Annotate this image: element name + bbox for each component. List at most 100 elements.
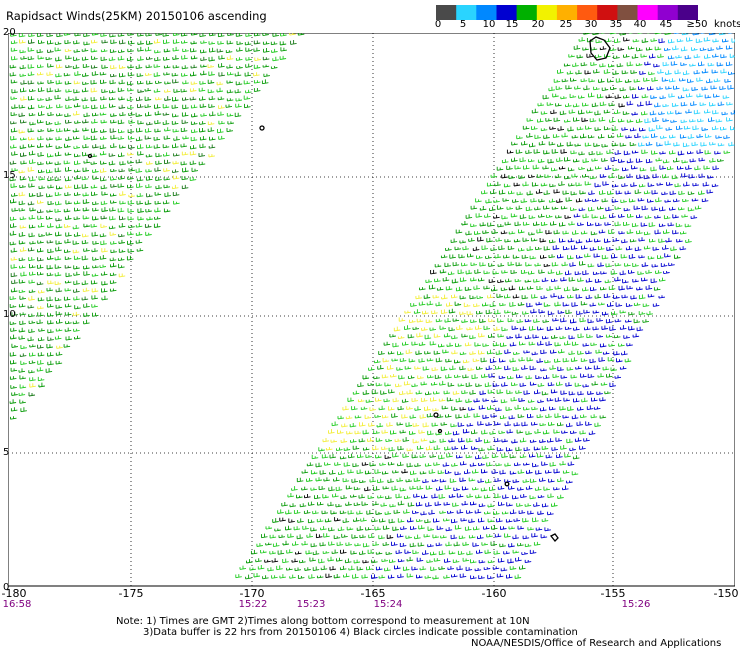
wind-barb — [462, 557, 470, 562]
wind-barb — [622, 279, 629, 284]
wind-barb — [549, 462, 557, 467]
wind-barb — [487, 503, 495, 508]
wind-barb — [27, 336, 35, 342]
wind-barb — [519, 382, 527, 387]
wind-barb — [64, 249, 71, 254]
wind-barb — [323, 477, 330, 482]
wind-barb — [636, 286, 643, 291]
wind-barb — [644, 61, 651, 66]
wind-barb — [531, 422, 538, 426]
wind-barb — [479, 390, 487, 395]
wind-barb — [593, 406, 601, 410]
wind-barb — [689, 119, 696, 123]
wind-barb — [495, 350, 503, 355]
wind-barb — [82, 64, 90, 69]
wind-barb — [496, 205, 504, 210]
wind-barb — [28, 313, 35, 318]
wind-barb — [207, 127, 215, 133]
wind-barb — [163, 39, 170, 45]
wind-barb — [18, 257, 26, 262]
wind-barb — [556, 270, 563, 276]
wind-barb — [387, 574, 395, 579]
wind-barb — [438, 454, 445, 460]
wind-barb — [172, 113, 179, 118]
wind-barb — [38, 233, 45, 238]
wind-barb — [507, 558, 514, 564]
wind-barb — [632, 263, 639, 268]
wind-barb — [19, 225, 27, 229]
wind-barb — [154, 192, 162, 196]
wind-barb — [458, 437, 465, 443]
wind-barb — [485, 365, 493, 371]
wind-barb — [548, 478, 555, 483]
wind-barb — [37, 209, 44, 214]
wind-barb — [464, 286, 472, 291]
wind-barb — [332, 493, 339, 498]
wind-barb — [654, 46, 662, 51]
wind-barb — [586, 110, 593, 114]
wind-barb — [731, 38, 735, 43]
wind-barb — [11, 168, 19, 172]
wind-barb — [700, 142, 707, 147]
wind-barb — [499, 543, 506, 548]
wind-barb — [529, 381, 537, 386]
wind-barb — [345, 485, 353, 490]
wind-barb — [433, 462, 440, 466]
wind-barb — [605, 206, 612, 212]
wind-barb — [110, 200, 117, 204]
wind-barb — [719, 33, 726, 36]
wind-barb — [467, 367, 475, 372]
wind-barb — [299, 503, 307, 508]
wind-barb — [717, 101, 725, 107]
wind-barb — [20, 360, 27, 366]
wind-barb — [622, 111, 630, 116]
wind-barb — [642, 135, 650, 139]
wind-barb — [28, 39, 35, 44]
wind-barb — [381, 429, 389, 434]
wind-barb — [491, 286, 498, 292]
wind-barb — [29, 377, 36, 382]
wind-barb — [164, 89, 171, 93]
wind-barb — [110, 169, 117, 173]
wind-barb — [451, 406, 458, 411]
wind-barb — [485, 479, 492, 484]
wind-barb — [345, 542, 352, 547]
wind-barb — [452, 262, 460, 267]
wind-barb — [411, 341, 418, 346]
wind-barb — [128, 225, 135, 229]
wind-barb — [564, 326, 572, 331]
wind-barb — [714, 151, 721, 155]
wind-barb — [591, 214, 599, 219]
wind-barb — [569, 93, 577, 99]
wind-barb — [589, 175, 597, 180]
wind-barb — [626, 100, 634, 106]
wind-barb — [444, 469, 452, 475]
wind-barb — [680, 102, 688, 107]
wind-barb — [118, 49, 125, 53]
wind-barb — [449, 478, 457, 483]
wind-barb — [117, 257, 125, 262]
wind-barb — [378, 405, 386, 411]
wind-barb — [418, 525, 425, 530]
wind-barb — [716, 62, 724, 67]
wind-barb — [412, 438, 420, 444]
wind-barb — [20, 119, 27, 124]
wind-barb — [137, 104, 144, 109]
wind-barb — [454, 301, 462, 306]
wind-barb — [271, 575, 278, 579]
wind-barb — [561, 430, 568, 434]
wind-barb — [554, 285, 562, 290]
wind-barb — [498, 430, 505, 434]
wind-barb — [587, 373, 595, 379]
wind-barb — [28, 183, 35, 188]
wind-barb — [531, 294, 538, 299]
wind-barb — [542, 95, 550, 100]
colorbar-swatch — [577, 5, 598, 20]
wind-barb — [634, 133, 641, 139]
wind-barb — [145, 209, 152, 213]
wind-barb — [525, 149, 532, 155]
wind-barb — [47, 128, 54, 132]
wind-barb — [656, 142, 663, 147]
wind-barb — [564, 119, 571, 123]
wind-barb — [604, 165, 612, 171]
